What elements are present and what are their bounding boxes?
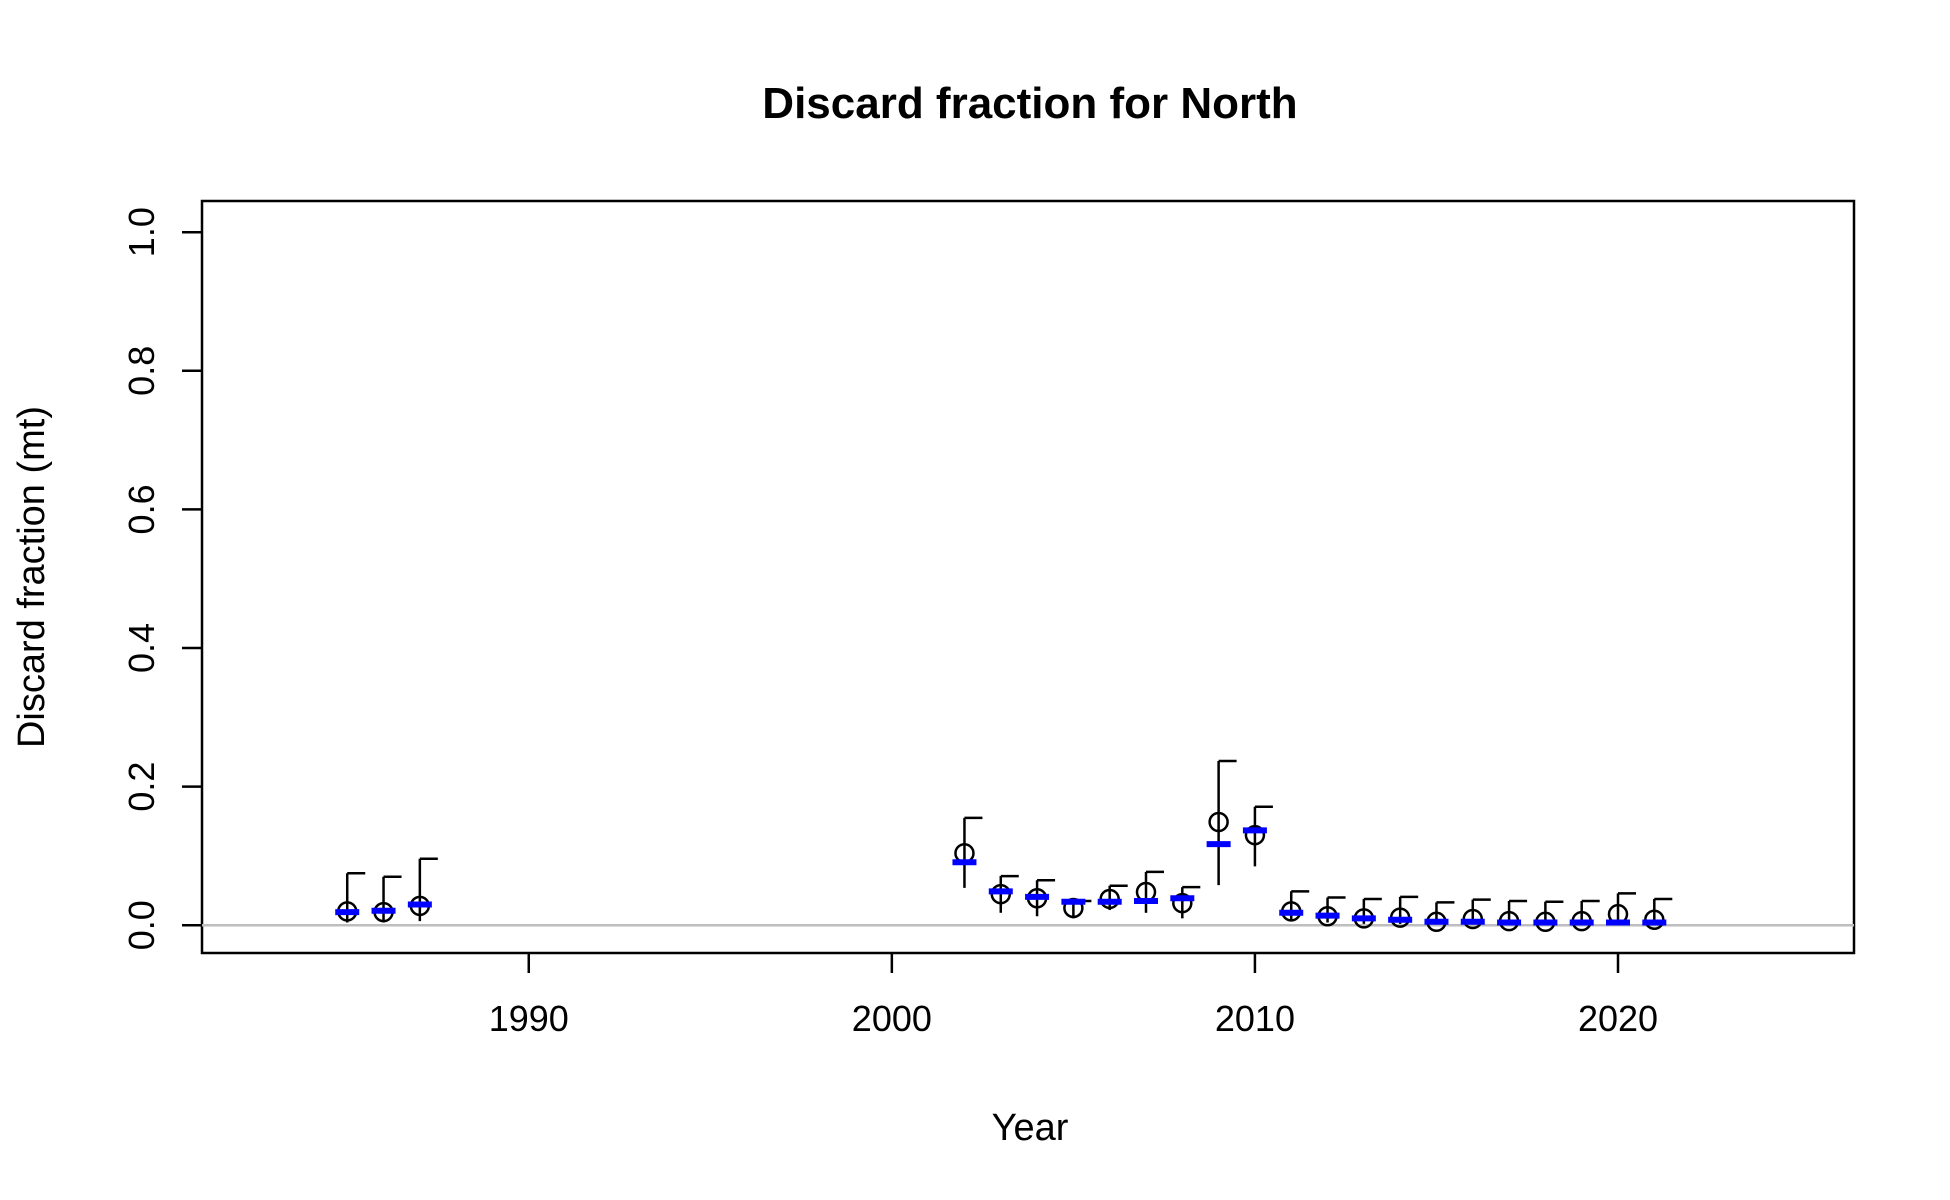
x-tick-label: 2020 [1578,998,1658,1039]
x-tick-label: 1990 [489,998,569,1039]
x-tick-label: 2000 [852,998,932,1039]
x-axis-label: Year [992,1107,1069,1149]
y-tick-label: 0.4 [121,623,162,673]
y-tick-label: 0.0 [121,900,162,950]
y-tick-label: 1.0 [121,207,162,257]
y-tick-label: 0.8 [121,346,162,396]
observed-point [1172,892,1193,914]
x-axis: 1990 2000 2010 2020 [489,953,1658,1039]
chart-title: Discard fraction for North [762,79,1297,128]
y-tick-label: 0.6 [121,484,162,534]
y-axis-label: Discard fraction (mt) [11,406,53,748]
plot-frame [200,199,1856,955]
y-axis: 0.0 0.2 0.4 0.6 0.8 1.0 [121,207,202,950]
x-tick-label: 2010 [1215,998,1295,1039]
y-tick-label: 0.2 [121,762,162,812]
observed-point [1244,824,1266,846]
data-marks [335,759,1673,933]
observed-point [1208,811,1229,833]
